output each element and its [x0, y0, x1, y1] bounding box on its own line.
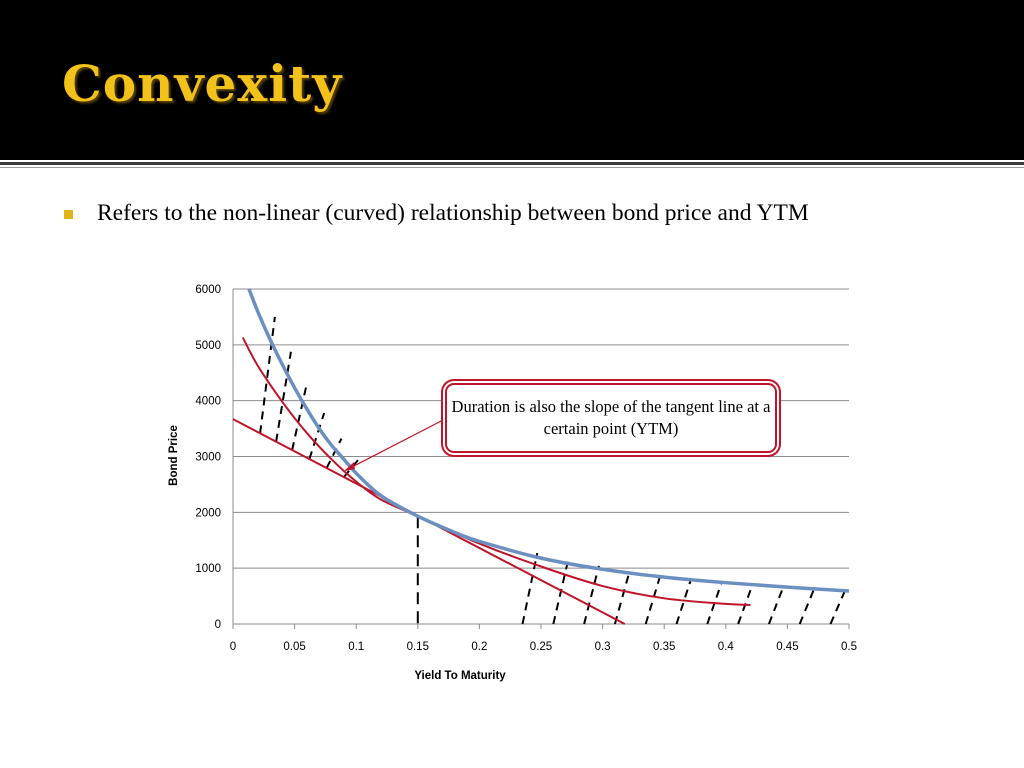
callout-arrowhead-icon: [343, 462, 355, 472]
x-tick-label: 0.1: [348, 641, 364, 653]
hatch-line: [291, 382, 308, 451]
hatch-line: [259, 316, 276, 434]
hatch-line: [613, 570, 631, 625]
y-tick-label: 1000: [195, 563, 221, 575]
hatch-line: [829, 589, 847, 625]
y-axis-label: Bond Price: [168, 425, 180, 486]
y-tick-label: 6000: [195, 284, 221, 296]
duration-callout: Duration is also the slope of the tangen…: [445, 383, 777, 453]
y-tick-label: 3000: [195, 452, 221, 464]
x-tick-label: 0.2: [471, 641, 487, 653]
hatch-line: [706, 580, 724, 625]
callout-pointer-line: [349, 417, 448, 469]
hatch-line: [583, 565, 600, 625]
hatch-line: [644, 574, 662, 625]
callout-text: Duration is also the slope of the tangen…: [451, 397, 771, 438]
title-bar: [0, 0, 1024, 160]
x-tick-label: 0.3: [595, 641, 611, 653]
approximation-curve: [241, 337, 751, 607]
x-tick-label: 0.35: [653, 641, 675, 653]
y-tick-label: 2000: [195, 507, 221, 519]
hatch-line: [798, 587, 816, 625]
hatch-line: [275, 351, 292, 442]
y-tick-label: 0: [215, 619, 221, 631]
x-tick-label: 0.5: [841, 641, 857, 653]
title-divider: [0, 162, 1024, 165]
hatch-line: [767, 585, 785, 625]
hatch-line: [737, 583, 754, 625]
bullet-text: Refers to the non-linear (curved) relati…: [97, 200, 809, 226]
x-tick-label: 0.05: [283, 641, 305, 653]
hatch-line: [325, 438, 343, 469]
y-tick-label: 5000: [195, 340, 221, 352]
bullet-marker-icon: [64, 210, 73, 219]
x-tick-label: 0.45: [776, 641, 798, 653]
bond-price-curve: [247, 288, 850, 593]
x-tick-label: 0.15: [407, 641, 429, 653]
title-divider-thin: [0, 167, 1024, 168]
hatch-line: [552, 560, 570, 625]
x-tick-label: 0.4: [718, 641, 735, 653]
x-tick-label: 0: [230, 641, 236, 653]
slide-title: Convexity: [62, 54, 343, 113]
x-tick-label: 0.25: [530, 641, 552, 653]
y-tick-label: 4000: [195, 396, 221, 408]
x-axis-label: Yield To Maturity: [414, 670, 506, 682]
